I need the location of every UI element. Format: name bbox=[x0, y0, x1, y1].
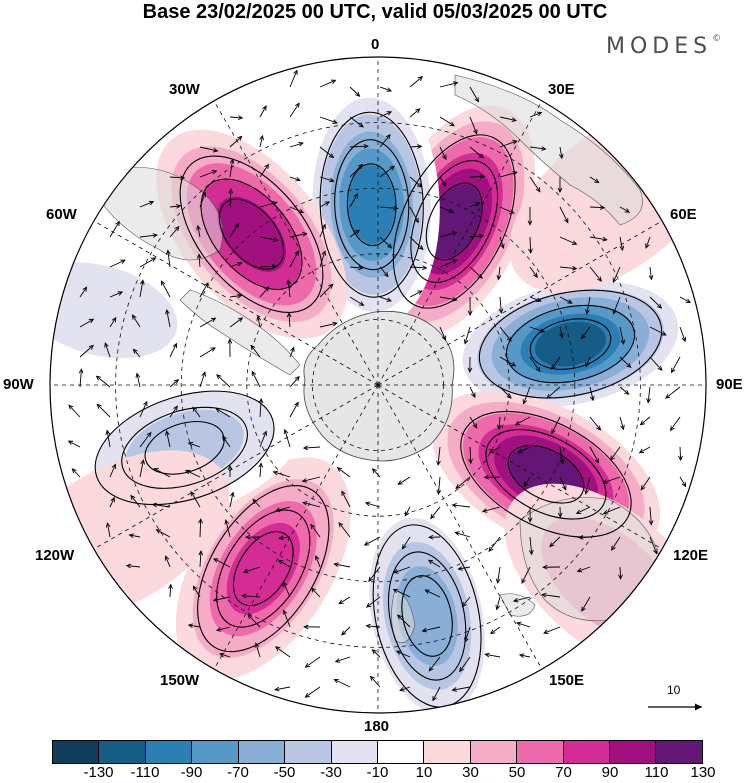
colorbar-tick-label: 10 bbox=[415, 764, 433, 781]
reference-vector-arrow bbox=[648, 703, 702, 711]
colorbar-swatch bbox=[517, 741, 564, 763]
lon-label-90e: 90E bbox=[716, 376, 743, 393]
colorbar-tick-label: -70 bbox=[227, 764, 249, 781]
colorbar-swatch bbox=[377, 741, 425, 763]
colorbar-swatch bbox=[563, 741, 611, 763]
colorbar-swatch bbox=[238, 741, 286, 763]
map-title: Base 23/02/2025 00 UTC, valid 05/03/2025… bbox=[142, 1, 608, 23]
colorbar-tick-label: -30 bbox=[320, 764, 342, 781]
lon-label-120e: 120E bbox=[673, 547, 709, 564]
colorbar-tick-label: 130 bbox=[690, 764, 716, 781]
colorbar-swatch bbox=[610, 741, 657, 763]
lon-label-150e: 150E bbox=[549, 672, 585, 689]
lon-label-180: 180 bbox=[364, 718, 390, 735]
modes-logo: MODES© bbox=[606, 34, 722, 59]
colorbar-tick-label: 110 bbox=[644, 764, 669, 781]
lon-label-150w: 150W bbox=[160, 672, 200, 689]
colorbar-swatch bbox=[656, 741, 702, 763]
colorbar-tick-label: -50 bbox=[273, 764, 296, 781]
colorbar bbox=[52, 740, 703, 764]
map-border bbox=[49, 56, 707, 714]
colorbar-tick-label: -10 bbox=[366, 764, 389, 781]
lon-label-90w: 90W bbox=[3, 376, 34, 393]
lon-label-60e: 60E bbox=[670, 206, 697, 223]
landmass bbox=[179, 289, 301, 376]
lon-label-30e: 30E bbox=[548, 81, 575, 98]
lon-label-0: 0 bbox=[371, 36, 380, 53]
colorbar-swatch bbox=[424, 741, 471, 763]
colorbar-swatch bbox=[331, 741, 378, 763]
colorbar-tick-label: 50 bbox=[508, 764, 526, 781]
colorbar-swatch bbox=[53, 741, 100, 763]
lon-label-60w: 60W bbox=[46, 206, 77, 223]
lon-label-30w: 30W bbox=[169, 81, 200, 98]
colorbar-tick-label: 70 bbox=[555, 764, 572, 781]
colorbar-swatch bbox=[285, 741, 332, 763]
reference-vector-label: 10 bbox=[667, 683, 681, 697]
map-field bbox=[50, 57, 706, 713]
landmass bbox=[391, 589, 416, 644]
colorbar-swatch bbox=[145, 741, 193, 763]
colorbar-tick-label: 90 bbox=[601, 764, 619, 781]
colorbar-ticks: -130 -110 -90 -70 -50 -30 -10 10 30 50 70 90 110 130 bbox=[0, 764, 750, 783]
colorbar-swatch bbox=[470, 741, 518, 763]
lon-label-120w: 120W bbox=[35, 547, 75, 564]
landmass bbox=[499, 593, 536, 617]
colorbar-tick-label: 30 bbox=[462, 764, 479, 781]
colorbar-swatch bbox=[99, 741, 146, 763]
colorbar-tick-label: -130 bbox=[83, 764, 114, 781]
colorbar-swatch bbox=[192, 741, 239, 763]
landmass bbox=[454, 74, 643, 226]
colorbar-tick-label: -90 bbox=[180, 764, 203, 781]
colorbar-tick-label: -110 bbox=[130, 764, 160, 781]
